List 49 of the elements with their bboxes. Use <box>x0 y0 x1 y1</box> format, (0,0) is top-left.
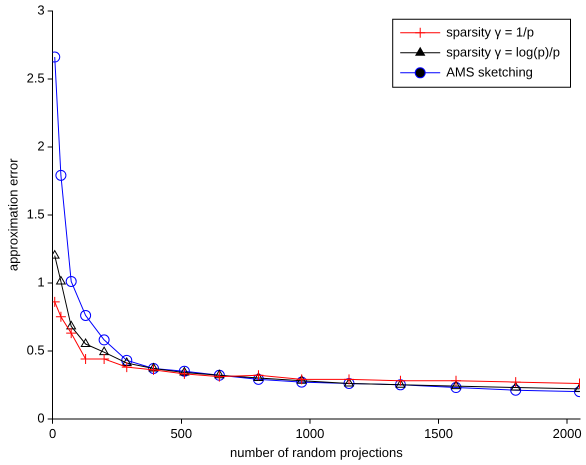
point <box>394 379 406 390</box>
point <box>450 375 462 386</box>
y-tick-label: 2 <box>37 138 45 154</box>
point <box>55 311 66 322</box>
point <box>66 320 76 330</box>
x-tick-label: 2000 <box>552 426 582 442</box>
x-axis-title: number of random projections <box>230 444 404 460</box>
point <box>121 354 132 366</box>
x-tick-label: 1000 <box>295 426 324 442</box>
y-tick-label: 3 <box>37 2 45 18</box>
x-tick-label: 0 <box>49 426 56 442</box>
point <box>66 276 77 287</box>
point <box>98 334 110 346</box>
point <box>80 338 90 347</box>
legend-label: sparsity γ = log(p)/p <box>446 44 560 60</box>
point <box>396 379 406 388</box>
x-tick-label: 500 <box>170 426 192 442</box>
point <box>80 310 92 321</box>
point <box>66 328 77 339</box>
point <box>450 382 462 394</box>
y-axis-title: approximation error <box>5 158 20 272</box>
point <box>252 374 264 385</box>
y-tick-label: 1.5 <box>26 206 45 222</box>
y-tick-label: 0.5 <box>26 342 45 358</box>
point <box>344 378 354 386</box>
point <box>178 368 190 380</box>
point <box>121 362 132 373</box>
point <box>122 358 132 366</box>
point <box>344 374 355 385</box>
y-tick-label: 1 <box>37 274 45 290</box>
legend-label: AMS sketching <box>446 64 533 80</box>
point <box>451 380 461 390</box>
point <box>394 375 406 386</box>
point <box>148 362 158 372</box>
point <box>254 372 264 381</box>
point <box>214 370 224 378</box>
point <box>252 370 264 381</box>
point <box>510 382 521 391</box>
point <box>56 276 66 284</box>
point <box>55 170 66 181</box>
y-tick-label: 0 <box>37 410 45 426</box>
x-tick-label: 1500 <box>424 426 453 442</box>
point <box>296 376 308 388</box>
point <box>344 378 355 389</box>
legend-label: sparsity γ = 1/p <box>446 24 534 40</box>
point <box>99 346 109 356</box>
y-tick-label: 2.5 <box>26 70 45 86</box>
point <box>510 384 522 396</box>
point <box>510 376 522 388</box>
